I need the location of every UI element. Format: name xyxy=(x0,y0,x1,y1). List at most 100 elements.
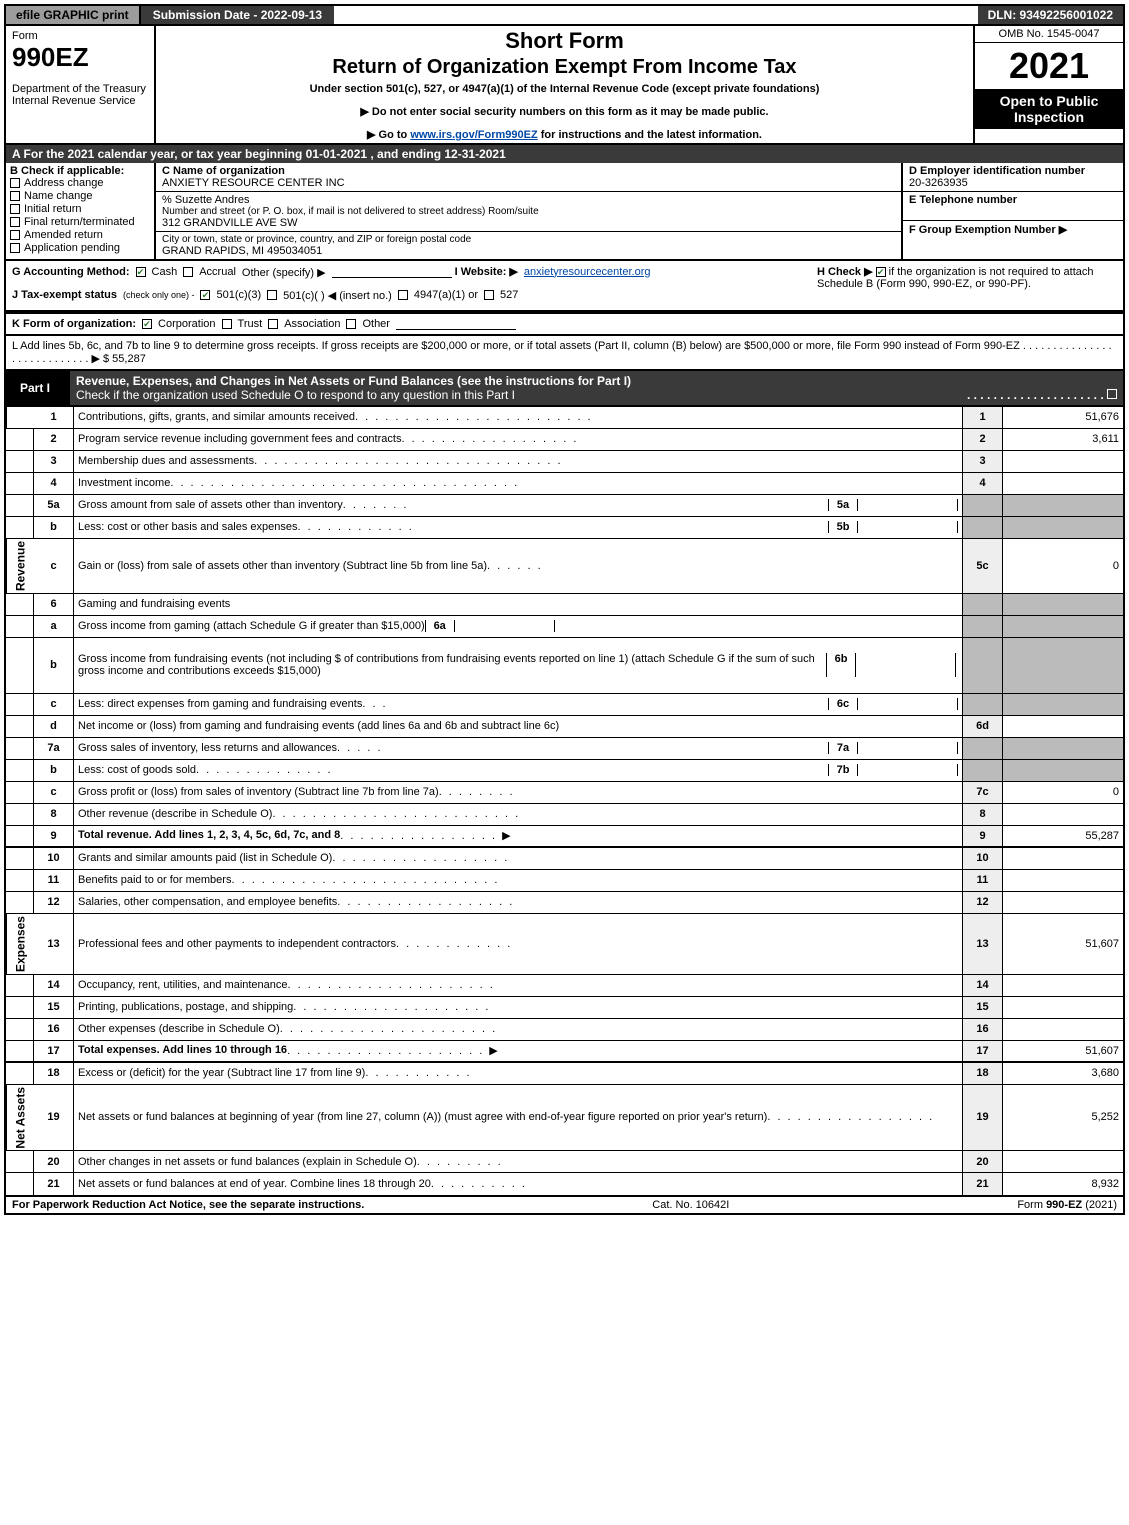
part-i-title: Revenue, Expenses, and Changes in Net As… xyxy=(76,374,631,388)
line-desc: Gross sales of inventory, less returns a… xyxy=(78,742,337,754)
line-col: 20 xyxy=(963,1151,1003,1172)
line-8: 8 Other revenue (describe in Schedule O)… xyxy=(6,804,1123,826)
section-h: H Check ▶ if the organization is not req… xyxy=(817,265,1117,290)
line-desc: Printing, publications, postage, and shi… xyxy=(78,1001,293,1013)
line-col: 12 xyxy=(963,892,1003,913)
l-block: L Add lines 5b, 6c, and 7b to line 9 to … xyxy=(4,336,1125,371)
g-other-input[interactable] xyxy=(332,266,452,278)
line-value: 0 xyxy=(1003,782,1123,803)
inner-num: 6b xyxy=(826,653,856,677)
line-num: 17 xyxy=(34,1041,74,1061)
efile-print-button[interactable]: efile GRAPHIC print xyxy=(6,6,141,24)
street-address: 312 GRANDVILLE AVE SW xyxy=(162,217,895,229)
line-21: 21 Net assets or fund balances at end of… xyxy=(6,1173,1123,1195)
line-desc: Gaming and fundraising events xyxy=(78,598,230,610)
chk-label: Final return/terminated xyxy=(24,216,135,228)
part-i-checkbox[interactable] xyxy=(1107,389,1117,399)
footer-left: For Paperwork Reduction Act Notice, see … xyxy=(12,1199,364,1211)
chk-label: Name change xyxy=(24,190,93,202)
k-block: K Form of organization: Corporation Trus… xyxy=(4,312,1125,336)
inner-num: 5a xyxy=(828,499,858,511)
line-col: 3 xyxy=(963,451,1003,472)
omb-number: OMB No. 1545-0047 xyxy=(975,26,1123,43)
line-num: 13 xyxy=(34,914,74,974)
tax-year: 2021 xyxy=(975,43,1123,89)
k-assoc-checkbox[interactable] xyxy=(268,319,278,329)
line-desc: Net assets or fund balances at end of ye… xyxy=(78,1178,431,1190)
chk-address-change[interactable]: Address change xyxy=(10,177,150,189)
j-501c3-checkbox[interactable] xyxy=(200,290,210,300)
chk-amended-return[interactable]: Amended return xyxy=(10,229,150,241)
line-6b: b Gross income from fundraising events (… xyxy=(6,638,1123,694)
chk-final-return[interactable]: Final return/terminated xyxy=(10,216,150,228)
k-other-input[interactable] xyxy=(396,318,516,330)
side-revenue xyxy=(6,407,34,428)
line-desc: Total revenue. Add lines 1, 2, 3, 4, 5c,… xyxy=(78,829,340,842)
line-col: 10 xyxy=(963,848,1003,869)
line-14: 14 Occupancy, rent, utilities, and maint… xyxy=(6,975,1123,997)
line-desc: Excess or (deficit) for the year (Subtra… xyxy=(78,1067,365,1079)
j-527-checkbox[interactable] xyxy=(484,290,494,300)
i-label: I Website: ▶ xyxy=(455,265,518,278)
city-address: GRAND RAPIDS, MI 495034051 xyxy=(162,245,895,257)
g-label: G Accounting Method: xyxy=(12,266,130,278)
line-col: 6d xyxy=(963,716,1003,737)
k-trust-checkbox[interactable] xyxy=(222,319,232,329)
line-col: 8 xyxy=(963,804,1003,825)
line-desc: Gain or (loss) from sale of assets other… xyxy=(78,560,487,572)
form-id-block: Form 990EZ Department of the Treasury In… xyxy=(6,26,156,143)
line-num: c xyxy=(34,782,74,803)
line-desc: Grants and similar amounts paid (list in… xyxy=(78,852,332,864)
line-col: 16 xyxy=(963,1019,1003,1040)
line-7c: c Gross profit or (loss) from sales of i… xyxy=(6,782,1123,804)
inner-num: 7b xyxy=(828,764,858,776)
b-label: B Check if applicable: xyxy=(10,165,150,177)
k-other-checkbox[interactable] xyxy=(346,319,356,329)
top-bar: efile GRAPHIC print Submission Date - 20… xyxy=(4,4,1125,26)
part-i-header: Part I Revenue, Expenses, and Changes in… xyxy=(4,371,1125,407)
line-num: 6 xyxy=(34,594,74,615)
line-17: 17 Total expenses. Add lines 10 through … xyxy=(6,1041,1123,1063)
line-desc: Membership dues and assessments xyxy=(78,455,254,467)
chk-initial-return[interactable]: Initial return xyxy=(10,203,150,215)
line-num: 19 xyxy=(34,1085,74,1151)
line-col: 5c xyxy=(963,539,1003,593)
street-label: Number and street (or P. O. box, if mail… xyxy=(162,206,895,217)
line-value: 51,676 xyxy=(1003,407,1123,428)
chk-name-change[interactable]: Name change xyxy=(10,190,150,202)
line-value xyxy=(1003,473,1123,494)
line-num: 20 xyxy=(34,1151,74,1172)
j-label: J Tax-exempt status xyxy=(12,289,117,301)
irs-link[interactable]: www.irs.gov/Form990EZ xyxy=(410,129,537,141)
g-accrual-checkbox[interactable] xyxy=(183,267,193,277)
line-desc: Net income or (loss) from gaming and fun… xyxy=(78,720,559,732)
chk-application-pending[interactable]: Application pending xyxy=(10,242,150,254)
j-4947-checkbox[interactable] xyxy=(398,290,408,300)
line-num: b xyxy=(34,517,74,538)
line-15: 15 Printing, publications, postage, and … xyxy=(6,997,1123,1019)
line-num: 4 xyxy=(34,473,74,494)
form-label: Form xyxy=(12,30,148,42)
section-k: K Form of organization: Corporation Trus… xyxy=(12,318,516,330)
form-header: Form 990EZ Department of the Treasury In… xyxy=(4,26,1125,145)
k-corp-checkbox[interactable] xyxy=(142,319,152,329)
subtitle: Under section 501(c), 527, or 4947(a)(1)… xyxy=(164,83,965,95)
line-value: 0 xyxy=(1003,539,1123,593)
line-13: Expenses 13 Professional fees and other … xyxy=(6,914,1123,975)
line-num: 21 xyxy=(34,1173,74,1195)
g-cash-checkbox[interactable] xyxy=(136,267,146,277)
line-2: 2 Program service revenue including gove… xyxy=(6,429,1123,451)
side-revenue-label: Revenue xyxy=(6,539,34,593)
line-value xyxy=(1003,975,1123,996)
line-9: 9 Total revenue. Add lines 1, 2, 3, 4, 5… xyxy=(6,826,1123,848)
line-num: 7a xyxy=(34,738,74,759)
care-of: % Suzette Andres xyxy=(162,194,895,206)
website-link[interactable]: anxietyresourcecenter.org xyxy=(524,266,651,278)
line-value: 51,607 xyxy=(1003,914,1123,974)
j-501c-checkbox[interactable] xyxy=(267,290,277,300)
line-5b: b Less: cost or other basis and sales ex… xyxy=(6,517,1123,539)
line-num: 16 xyxy=(34,1019,74,1040)
line-col: 4 xyxy=(963,473,1003,494)
h-checkbox[interactable] xyxy=(876,267,886,277)
line-value: 5,252 xyxy=(1003,1085,1123,1151)
